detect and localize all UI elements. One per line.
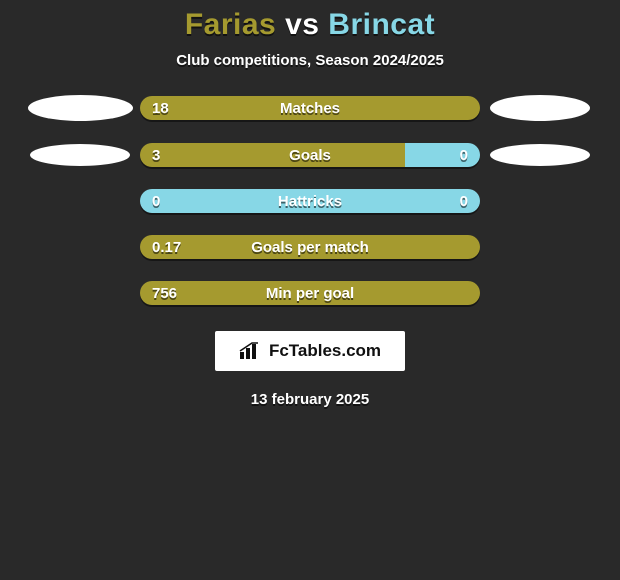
- title-player-a: Farias: [185, 8, 276, 41]
- stat-row: 756Min per goal: [20, 281, 600, 305]
- title-player-b: Brincat: [328, 8, 435, 41]
- value-a: 0: [152, 189, 160, 213]
- stat-row: 18Matches: [20, 95, 600, 121]
- stat-bar: 756Min per goal: [140, 281, 480, 305]
- bar-seg-a: [140, 281, 480, 305]
- stat-bar: 30Goals: [140, 143, 480, 167]
- left-decor: [20, 95, 140, 121]
- stat-row: 00Hattricks: [20, 189, 600, 213]
- stat-bar: 18Matches: [140, 96, 480, 120]
- page-title: Farias vs Brincat: [185, 8, 435, 42]
- value-b: 0: [460, 189, 468, 213]
- decor-oval-right: [490, 95, 590, 121]
- stat-row: 30Goals: [20, 143, 600, 167]
- subtitle: Club competitions, Season 2024/2025: [176, 52, 444, 69]
- value-a: 0.17: [152, 235, 181, 259]
- date-text: 13 february 2025: [251, 391, 369, 408]
- comparison-infographic: Farias vs Brincat Club competitions, Sea…: [0, 0, 620, 408]
- decor-oval-left: [28, 95, 133, 121]
- right-decor: [480, 144, 600, 166]
- bar-seg-a: [140, 96, 480, 120]
- stat-bar: 0.17Goals per match: [140, 235, 480, 259]
- value-a: 3: [152, 143, 160, 167]
- stat-bar: 00Hattricks: [140, 189, 480, 213]
- value-b: 0: [460, 143, 468, 167]
- value-a: 18: [152, 96, 169, 120]
- bars-icon: [239, 342, 261, 360]
- bar-seg-b: [140, 189, 480, 213]
- left-decor: [20, 144, 140, 166]
- decor-oval-right: [490, 144, 590, 166]
- stat-rows: 18Matches30Goals00Hattricks0.17Goals per…: [20, 95, 600, 327]
- title-vs: vs: [285, 8, 319, 41]
- value-a: 756: [152, 281, 177, 305]
- bar-seg-a: [140, 235, 480, 259]
- brand-badge: FcTables.com: [215, 331, 405, 371]
- stat-row: 0.17Goals per match: [20, 235, 600, 259]
- decor-oval-left: [30, 144, 130, 166]
- brand-text: FcTables.com: [269, 341, 381, 361]
- right-decor: [480, 95, 600, 121]
- bar-seg-b: [405, 143, 480, 167]
- bar-seg-a: [140, 143, 405, 167]
